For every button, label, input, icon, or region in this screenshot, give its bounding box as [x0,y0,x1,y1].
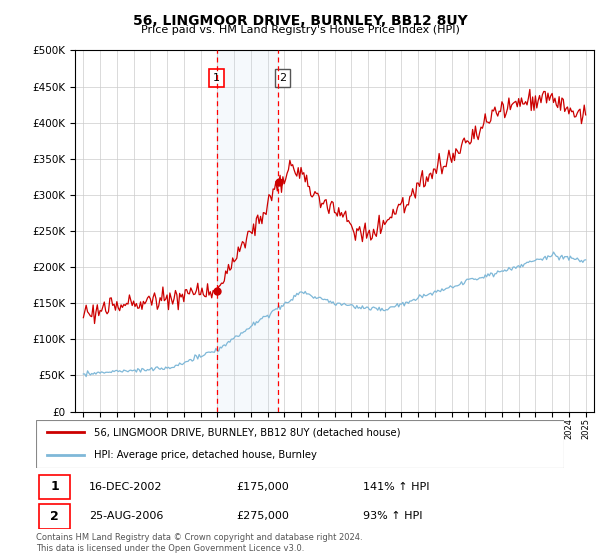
Text: 1: 1 [213,73,220,83]
Text: 141% ↑ HPI: 141% ↑ HPI [364,482,430,492]
Text: 16-DEC-2002: 16-DEC-2002 [89,482,162,492]
Text: 56, LINGMOOR DRIVE, BURNLEY, BB12 8UY: 56, LINGMOOR DRIVE, BURNLEY, BB12 8UY [133,14,467,28]
Point [274,178,283,187]
Text: Contains HM Land Registry data © Crown copyright and database right 2024.
This d: Contains HM Land Registry data © Crown c… [36,533,362,553]
Text: HPI: Average price, detached house, Burnley: HPI: Average price, detached house, Burn… [94,450,317,460]
Text: Price paid vs. HM Land Registry's House Price Index (HPI): Price paid vs. HM Land Registry's House … [140,25,460,35]
Text: 56, LINGMOOR DRIVE, BURNLEY, BB12 8UY (detached house): 56, LINGMOOR DRIVE, BURNLEY, BB12 8UY (d… [94,427,401,437]
Text: 2: 2 [279,73,286,83]
Text: 1: 1 [50,480,59,493]
Text: £275,000: £275,000 [236,511,290,521]
Text: 2: 2 [50,510,59,523]
Bar [217,50,278,412]
Text: 93% ↑ HPI: 93% ↑ HPI [364,511,423,521]
FancyBboxPatch shape [38,474,70,499]
Point [212,287,222,296]
FancyBboxPatch shape [38,504,70,529]
Text: £175,000: £175,000 [236,482,289,492]
Text: 25-AUG-2006: 25-AUG-2006 [89,511,163,521]
